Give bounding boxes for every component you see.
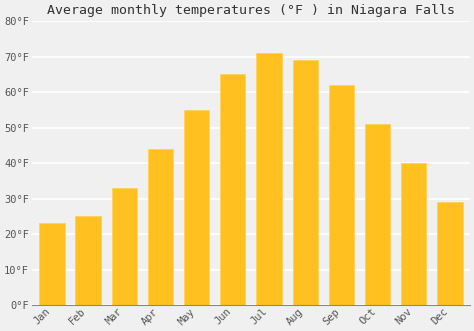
Bar [437, 202, 463, 305]
Bar [256, 53, 282, 305]
Bar [365, 124, 390, 305]
Bar [220, 74, 246, 305]
Bar [292, 60, 318, 305]
Bar [75, 216, 100, 305]
Title: Average monthly temperatures (°F ) in Niagara Falls: Average monthly temperatures (°F ) in Ni… [47, 4, 455, 17]
Bar [148, 149, 173, 305]
Bar [184, 110, 210, 305]
Bar [111, 188, 137, 305]
Bar [401, 163, 427, 305]
Bar [39, 223, 64, 305]
Bar [328, 85, 354, 305]
